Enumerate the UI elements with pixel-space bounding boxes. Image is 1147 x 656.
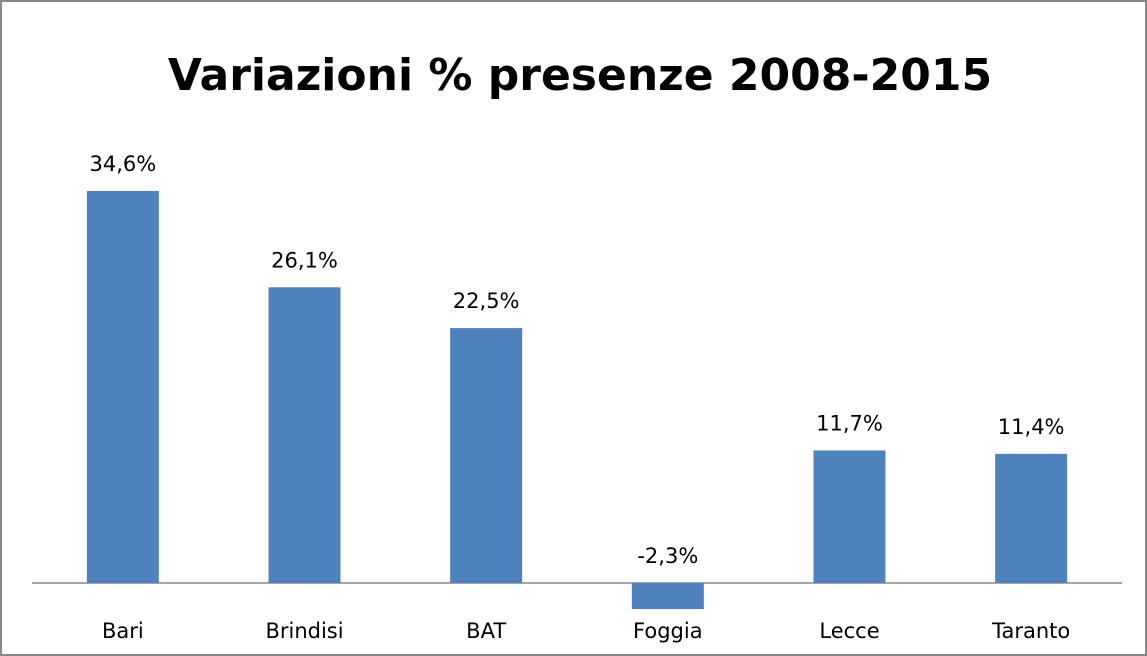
x-tick-label: BAT [466, 619, 506, 643]
value-label: 26,1% [271, 248, 338, 272]
bar [813, 450, 886, 583]
x-tick-label: Bari [102, 619, 144, 643]
bar [631, 583, 704, 610]
value-label: 11,7% [816, 411, 883, 435]
bar [450, 328, 523, 583]
bar [268, 287, 341, 583]
bar [86, 191, 159, 583]
bar [995, 453, 1068, 583]
x-tick-label: Brindisi [265, 619, 343, 643]
value-label: 34,6% [89, 152, 156, 176]
value-label: 11,4% [998, 415, 1065, 439]
x-tick-label: Lecce [819, 619, 879, 643]
x-tick-label: Taranto [991, 619, 1070, 643]
value-label: 22,5% [453, 289, 520, 313]
chart-title: Variazioni % presenze 2008-2015 [168, 50, 992, 101]
x-tick-label: Foggia [633, 619, 703, 643]
value-label: -2,3% [637, 544, 698, 568]
